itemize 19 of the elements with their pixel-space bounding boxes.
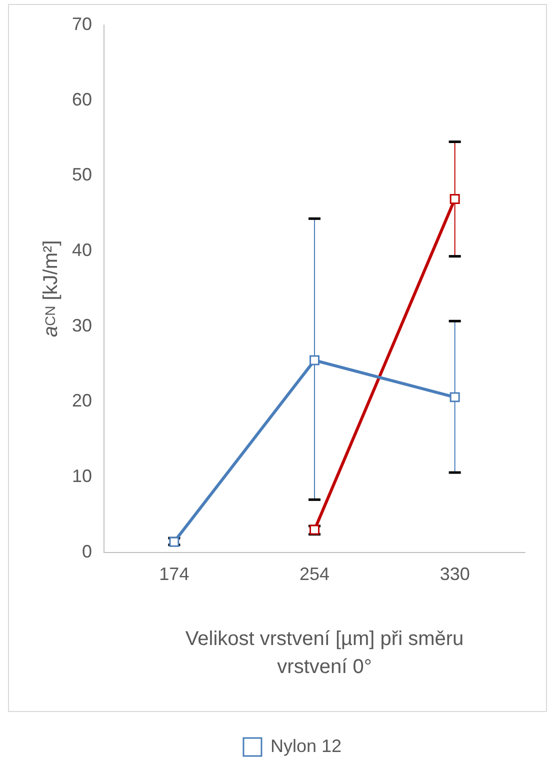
point bbox=[450, 392, 460, 402]
y-tick-label: 0 bbox=[82, 541, 92, 562]
y-tick-label: 70 bbox=[72, 14, 92, 34]
point bbox=[310, 524, 320, 535]
y-tick-label: 40 bbox=[72, 240, 92, 260]
x-axis-title: Velikost vrstvení [µm] při směru vrstvení 0° bbox=[185, 628, 464, 678]
legend-label: Nylon 12 bbox=[270, 736, 342, 756]
y-tick-label: 50 bbox=[72, 164, 92, 185]
x-tick-label: 254 bbox=[299, 564, 330, 584]
y-tick-label: 30 bbox=[72, 315, 92, 336]
x-tick-label: 174 bbox=[159, 564, 190, 584]
point bbox=[450, 194, 460, 204]
y-tick-label: 20 bbox=[72, 390, 92, 411]
point bbox=[310, 355, 320, 366]
y-tick-label: 10 bbox=[72, 466, 92, 486]
x-tick-label: 330 bbox=[440, 564, 470, 584]
y-tick-label: 60 bbox=[72, 89, 92, 110]
point bbox=[169, 536, 180, 547]
y-axis-title: aCN [kJ/m²] bbox=[40, 240, 62, 338]
